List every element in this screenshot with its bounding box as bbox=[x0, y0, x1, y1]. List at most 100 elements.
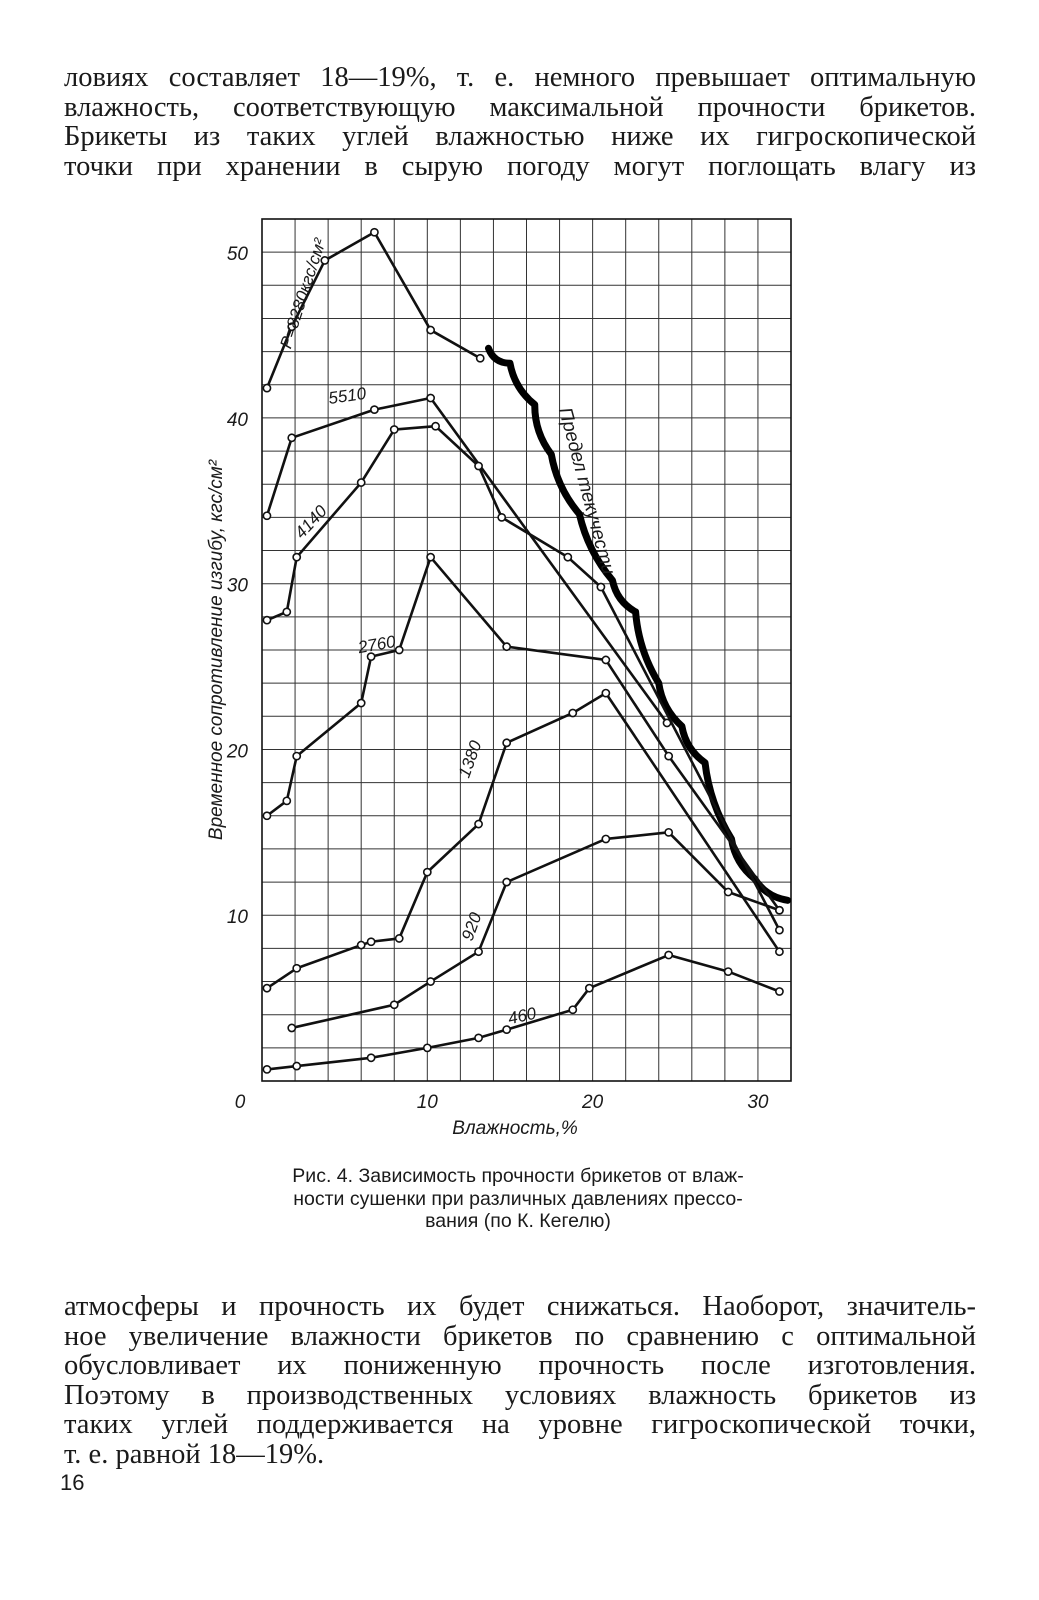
data-point bbox=[292, 552, 302, 562]
data-point bbox=[601, 834, 611, 844]
data-point bbox=[422, 867, 432, 877]
caption-line: ности сушенки при различных давлениях пр… bbox=[293, 1187, 743, 1210]
y-tick-label: 10 bbox=[227, 907, 249, 928]
yield-limit-curve bbox=[484, 344, 792, 904]
data-point bbox=[262, 383, 272, 393]
series-line bbox=[291, 831, 780, 1030]
data-point bbox=[474, 1033, 483, 1043]
data-point bbox=[563, 552, 573, 562]
y-tick-label: 40 bbox=[227, 410, 249, 431]
plot-frame bbox=[261, 218, 792, 1082]
data-point bbox=[389, 425, 399, 434]
y-tick-label: 50 bbox=[227, 244, 249, 265]
text-line: обусловливает их пониженную прочность по… bbox=[64, 1350, 976, 1381]
data-point bbox=[723, 887, 733, 897]
series-label: 2760 bbox=[356, 632, 398, 658]
data-point bbox=[389, 1000, 399, 1010]
data-point bbox=[262, 811, 272, 821]
text-line: ловиях составляет 18—19%, т. е. немного … bbox=[64, 62, 976, 93]
data-point bbox=[370, 405, 379, 415]
x-tick-label: 0 bbox=[235, 1092, 246, 1113]
data-point bbox=[502, 877, 512, 887]
data-point bbox=[370, 227, 379, 237]
data-point bbox=[664, 827, 674, 837]
data-point bbox=[394, 645, 404, 655]
data-point bbox=[426, 325, 436, 335]
data-point bbox=[664, 950, 674, 960]
data-point bbox=[775, 987, 784, 996]
figure-4-chart: 10 20 30 40 50 0 10 20 30 Влажность,% Временное со… bbox=[206, 218, 792, 1139]
series-2760 bbox=[262, 552, 784, 915]
text-line: т. е. равной 18—19%. bbox=[64, 1438, 325, 1470]
series-label: 1380 bbox=[455, 738, 486, 781]
data-point bbox=[292, 751, 302, 761]
series-5510 bbox=[262, 393, 672, 728]
chart-axes: 10 20 30 40 50 0 10 20 30 Влажность,% Временное со… bbox=[206, 218, 792, 1139]
series-920 bbox=[287, 827, 784, 1033]
text-line: влажность, соответствующую максимальной … bbox=[64, 91, 976, 123]
data-point bbox=[497, 512, 507, 522]
data-point bbox=[568, 708, 578, 718]
series-line bbox=[266, 555, 781, 912]
data-point bbox=[474, 947, 483, 957]
caption-line: Рис. 4. Зависимость прочности брикетов о… bbox=[292, 1165, 744, 1187]
data-point bbox=[584, 983, 594, 993]
series-label: 4140 bbox=[291, 501, 331, 542]
text-line: ное увеличение влажности брикетов по сра… bbox=[64, 1320, 976, 1352]
yield-limit-line bbox=[484, 344, 792, 904]
x-tick-label: 20 bbox=[581, 1092, 604, 1113]
data-point bbox=[366, 652, 376, 662]
data-point bbox=[426, 393, 436, 403]
data-point bbox=[287, 433, 297, 443]
body-text-top: ловиях составляет 18—19%, т. е. немного … bbox=[64, 63, 976, 181]
data-point bbox=[568, 1005, 578, 1015]
y-tick-label: 30 bbox=[227, 576, 249, 597]
figure-caption: Рис. 4. Зависимость прочности брикетов о… bbox=[228, 1165, 808, 1233]
data-point bbox=[475, 353, 485, 363]
data-point bbox=[282, 607, 292, 617]
data-point bbox=[292, 1061, 302, 1071]
text-line: таких углей поддерживается на уровне гиг… bbox=[64, 1409, 976, 1440]
data-point bbox=[502, 642, 512, 652]
series-line bbox=[266, 424, 781, 931]
data-point bbox=[775, 905, 784, 915]
x-axis-label: Влажность,% bbox=[452, 1118, 578, 1139]
data-point bbox=[426, 977, 436, 986]
data-point bbox=[356, 478, 366, 487]
data-point bbox=[356, 698, 366, 708]
data-point bbox=[287, 322, 297, 332]
data-point bbox=[366, 1053, 376, 1063]
x-tick-label: 30 bbox=[747, 1092, 769, 1113]
data-point bbox=[664, 751, 674, 761]
data-point bbox=[431, 421, 440, 431]
caption-line: вания (по К. Кегелю) bbox=[425, 1210, 611, 1232]
text-line: Брикеты из таких углей влажностью ниже и… bbox=[64, 121, 976, 152]
series-1380 bbox=[262, 688, 784, 993]
data-point bbox=[723, 967, 733, 976]
data-point bbox=[287, 1023, 297, 1033]
data-point bbox=[394, 934, 404, 943]
data-point bbox=[474, 461, 483, 471]
data-point bbox=[262, 615, 272, 625]
series-label: 460 bbox=[506, 1004, 538, 1029]
data-point bbox=[775, 947, 784, 957]
series-460 bbox=[262, 950, 784, 1074]
body-text-bottom: атмосферы и прочность их будет снижаться… bbox=[64, 1292, 976, 1469]
data-point bbox=[502, 738, 512, 748]
data-point bbox=[356, 940, 366, 950]
text-line: Поэтому в производственных условиях влаж… bbox=[64, 1379, 976, 1411]
y-tick-label: 20 bbox=[226, 741, 249, 762]
data-point bbox=[601, 688, 611, 698]
data-point bbox=[282, 796, 292, 806]
series-4140 bbox=[262, 421, 784, 935]
data-point bbox=[502, 1025, 512, 1035]
text-line: атмосферы и прочность их будет снижаться… bbox=[64, 1291, 976, 1322]
y-axis-label: Временное сопротивление изгибу, кгс/см² bbox=[206, 459, 227, 840]
data-point bbox=[422, 1043, 432, 1053]
data-point bbox=[596, 582, 606, 592]
x-tick-label: 10 bbox=[417, 1092, 439, 1113]
data-point bbox=[775, 925, 784, 935]
data-point bbox=[262, 511, 272, 521]
data-point bbox=[601, 655, 611, 665]
data-point bbox=[292, 963, 302, 973]
